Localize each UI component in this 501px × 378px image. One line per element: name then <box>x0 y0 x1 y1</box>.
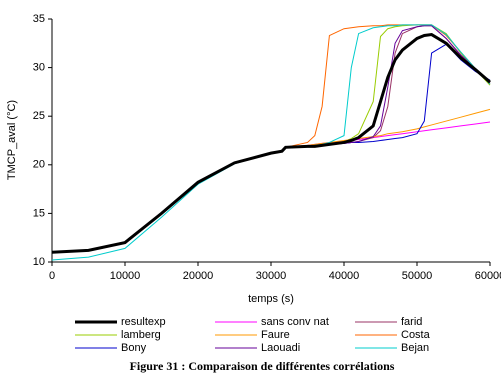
y-tick-label: 25 <box>33 110 45 122</box>
x-tick-label: 20000 <box>183 270 214 282</box>
y-tick-label: 35 <box>33 13 45 25</box>
series-line <box>51 43 491 253</box>
y-tick-label: 15 <box>33 207 45 219</box>
x-tick-label: 10000 <box>110 270 141 282</box>
y-axis-label: TMCP_aval (°C) <box>6 100 18 180</box>
legend-label: sans conv nat <box>261 316 329 328</box>
series-line <box>51 24 491 253</box>
legend-label: Laouadi <box>261 342 300 354</box>
x-tick-label: 50000 <box>402 270 433 282</box>
legend-label: Faure <box>261 329 290 341</box>
x-axis-label: temps (s) <box>248 293 294 305</box>
legend-label: farid <box>401 316 422 328</box>
legend-label: Bony <box>121 342 147 354</box>
caption: Figure 31 : Comparaison de différentes c… <box>130 359 395 373</box>
x-tick-label: 60000 <box>475 270 501 282</box>
x-tick-label: 0 <box>49 270 55 282</box>
y-tick-label: 30 <box>33 62 45 74</box>
series-line <box>51 32 491 254</box>
legend-label: resultexp <box>121 316 166 328</box>
series-line <box>51 24 491 261</box>
legend-label: Bejan <box>401 342 429 354</box>
x-tick-label: 40000 <box>329 270 360 282</box>
x-tick-label: 30000 <box>256 270 287 282</box>
y-tick-label: 10 <box>33 256 45 268</box>
legend-label: lamberg <box>121 329 161 341</box>
y-tick-label: 20 <box>33 159 45 171</box>
legend-label: Costa <box>401 329 431 341</box>
series-line <box>51 25 491 253</box>
series-line <box>51 121 491 253</box>
series-line <box>51 25 491 253</box>
series-line <box>51 24 491 253</box>
